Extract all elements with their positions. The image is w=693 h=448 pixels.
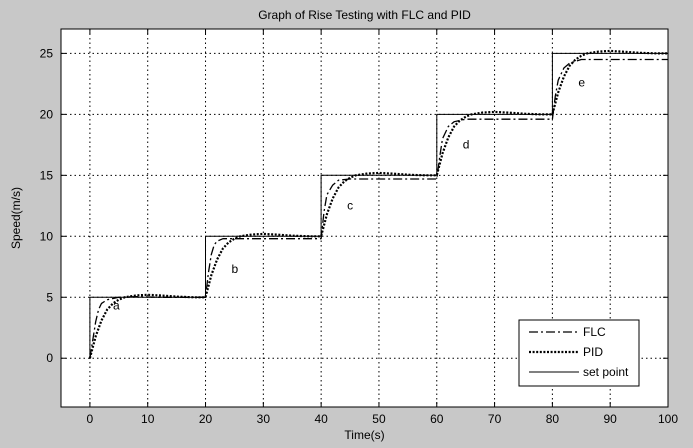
y-tick-label: 5 [46,290,53,304]
curve-annotation-label: b [232,262,239,276]
x-tick-label: 0 [87,412,94,426]
y-tick-label: 20 [40,107,54,121]
x-tick-label: 90 [604,412,618,426]
legend-label: FLC [583,325,606,339]
x-axis-label: Time(s) [344,428,384,442]
x-tick-label: 80 [546,412,560,426]
curve-annotation-label: c [347,198,353,212]
legend-label: set point [583,365,629,379]
legend: FLC PID set point [519,320,639,386]
curve-annotation-label: a [113,298,120,312]
curve-annotation-label: d [463,137,470,151]
x-tick-label: 70 [488,412,502,426]
chart-title: Graph of Rise Testing with FLC and PID [258,8,471,22]
y-tick-label: 15 [40,168,54,182]
x-tick-label: 100 [658,412,678,426]
y-tick-label: 10 [40,229,54,243]
x-tick-label: 50 [372,412,386,426]
y-axis-label: Speed(m/s) [9,187,23,249]
x-tick-label: 60 [430,412,444,426]
y-tick-label: 0 [46,351,53,365]
curve-annotation-label: e [578,75,585,89]
x-tick-label: 40 [314,412,328,426]
x-tick-label: 20 [199,412,213,426]
legend-label: PID [583,345,603,359]
x-tick-label: 10 [141,412,155,426]
y-tick-label: 25 [40,46,54,60]
x-tick-label: 30 [257,412,271,426]
